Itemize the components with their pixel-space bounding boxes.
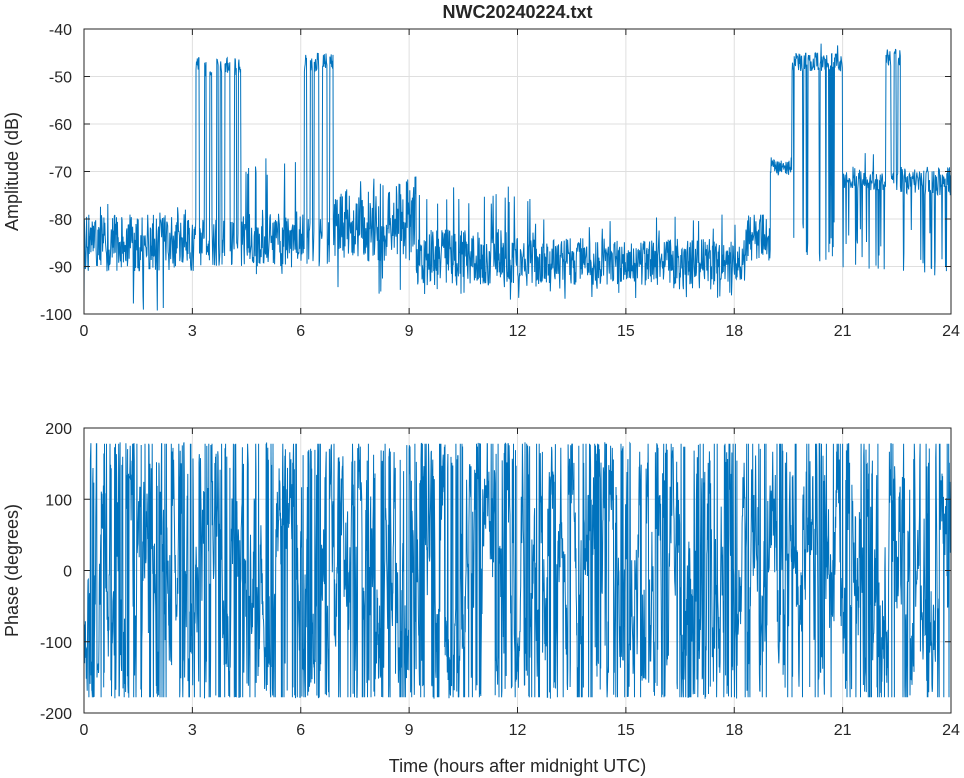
- x-tick-label: 9: [405, 323, 414, 340]
- y-tick-label: -100: [40, 635, 72, 652]
- x-tick-label: 21: [834, 722, 852, 739]
- x-tick-label: 12: [509, 722, 527, 739]
- y-tick-label: -200: [40, 706, 72, 723]
- chart-title: NWC20240224.txt: [442, 2, 592, 22]
- x-tick-label: 12: [509, 323, 527, 340]
- x-tick-label: 6: [296, 323, 305, 340]
- phase-ticks: 0 3 6 9 12 15 18 21 24 -200 -100 0 100 200: [40, 421, 960, 739]
- x-tick-label: 0: [80, 323, 89, 340]
- x-tick-label: 21: [834, 323, 852, 340]
- y-tick-label: 0: [63, 564, 72, 581]
- x-tick-label: 24: [942, 323, 960, 340]
- x-tick-label: 0: [80, 722, 89, 739]
- x-tick-label: 15: [617, 323, 635, 340]
- y-tick-label: -80: [49, 212, 72, 229]
- phase-y-axis-label: Phase (degrees): [2, 504, 22, 637]
- x-tick-label: 18: [725, 722, 743, 739]
- y-tick-label: 100: [45, 492, 72, 509]
- x-tick-label: 6: [296, 722, 305, 739]
- y-tick-label: -40: [49, 22, 72, 39]
- x-tick-label: 24: [942, 722, 960, 739]
- amplitude-axes: 0 3 6 9 12 15 18 21 24 -100 -90 -80 -70 -60 -50 -40 NWC…: [2, 2, 960, 340]
- y-tick-label: -70: [49, 165, 72, 182]
- x-tick-label: 15: [617, 722, 635, 739]
- x-tick-label: 3: [188, 722, 197, 739]
- y-tick-label: -100: [40, 307, 72, 324]
- y-tick-label: 200: [45, 421, 72, 438]
- phase-axes: 0 3 6 9 12 15 18 21 24 -200 -100 0 100 200 Phase (deg…: [2, 421, 960, 776]
- x-tick-label: 9: [405, 722, 414, 739]
- y-tick-label: -60: [49, 117, 72, 134]
- y-tick-label: -90: [49, 260, 72, 277]
- phase-x-axis-label: Time (hours after midnight UTC): [389, 756, 646, 776]
- phase-series-line: [83, 441, 952, 699]
- x-tick-label: 3: [188, 323, 197, 340]
- y-tick-label: -50: [49, 70, 72, 87]
- amplitude-series-line: [83, 43, 952, 311]
- amplitude-ticks: 0 3 6 9 12 15 18 21 24 -100 -90 -80 -70 -60 -50 -40: [40, 22, 960, 340]
- x-tick-label: 18: [725, 323, 743, 340]
- amplitude-y-axis-label: Amplitude (dB): [2, 112, 22, 231]
